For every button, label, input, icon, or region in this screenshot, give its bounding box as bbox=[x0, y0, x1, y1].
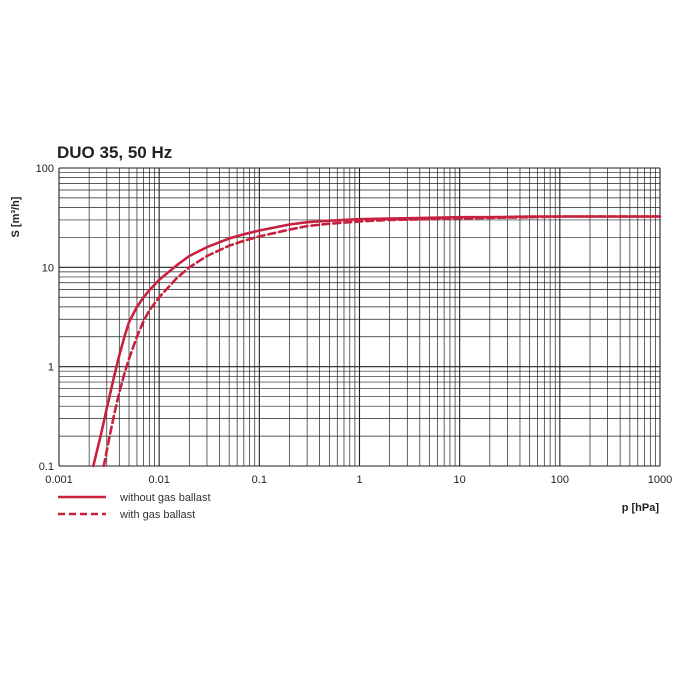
y-tick-label: 1 bbox=[48, 362, 54, 374]
x-tick-label: 0.1 bbox=[252, 474, 267, 486]
series-line-without-gas-ballast bbox=[92, 215, 662, 468]
x-tick-label: 1 bbox=[356, 474, 362, 486]
chart-title: DUO 35, 50 Hz bbox=[57, 143, 172, 162]
legend: without gas ballast with gas ballast bbox=[58, 492, 211, 521]
x-tick-labels: 0.001 0.01 0.1 1 10 100 1000 bbox=[45, 474, 672, 486]
y-tick-label: 0.1 bbox=[39, 461, 54, 473]
x-tick-label: 0.001 bbox=[45, 474, 73, 486]
x-axis-label: p [hPa] bbox=[622, 502, 660, 514]
legend-label: with gas ballast bbox=[119, 509, 195, 521]
y-tick-label: 100 bbox=[36, 163, 54, 175]
y-axis-label: S [m³/h] bbox=[10, 196, 22, 237]
x-tick-label: 100 bbox=[551, 474, 569, 486]
grid bbox=[58, 167, 661, 467]
y-tick-label: 10 bbox=[42, 262, 54, 274]
series-line-with-gas-ballast bbox=[102, 215, 662, 468]
y-tick-labels: 0.1 1 10 100 bbox=[36, 163, 54, 473]
series-layer bbox=[92, 215, 662, 468]
x-tick-label: 10 bbox=[454, 474, 466, 486]
legend-label: without gas ballast bbox=[119, 492, 211, 504]
x-tick-label: 1000 bbox=[648, 474, 672, 486]
x-tick-label: 0.01 bbox=[148, 474, 169, 486]
